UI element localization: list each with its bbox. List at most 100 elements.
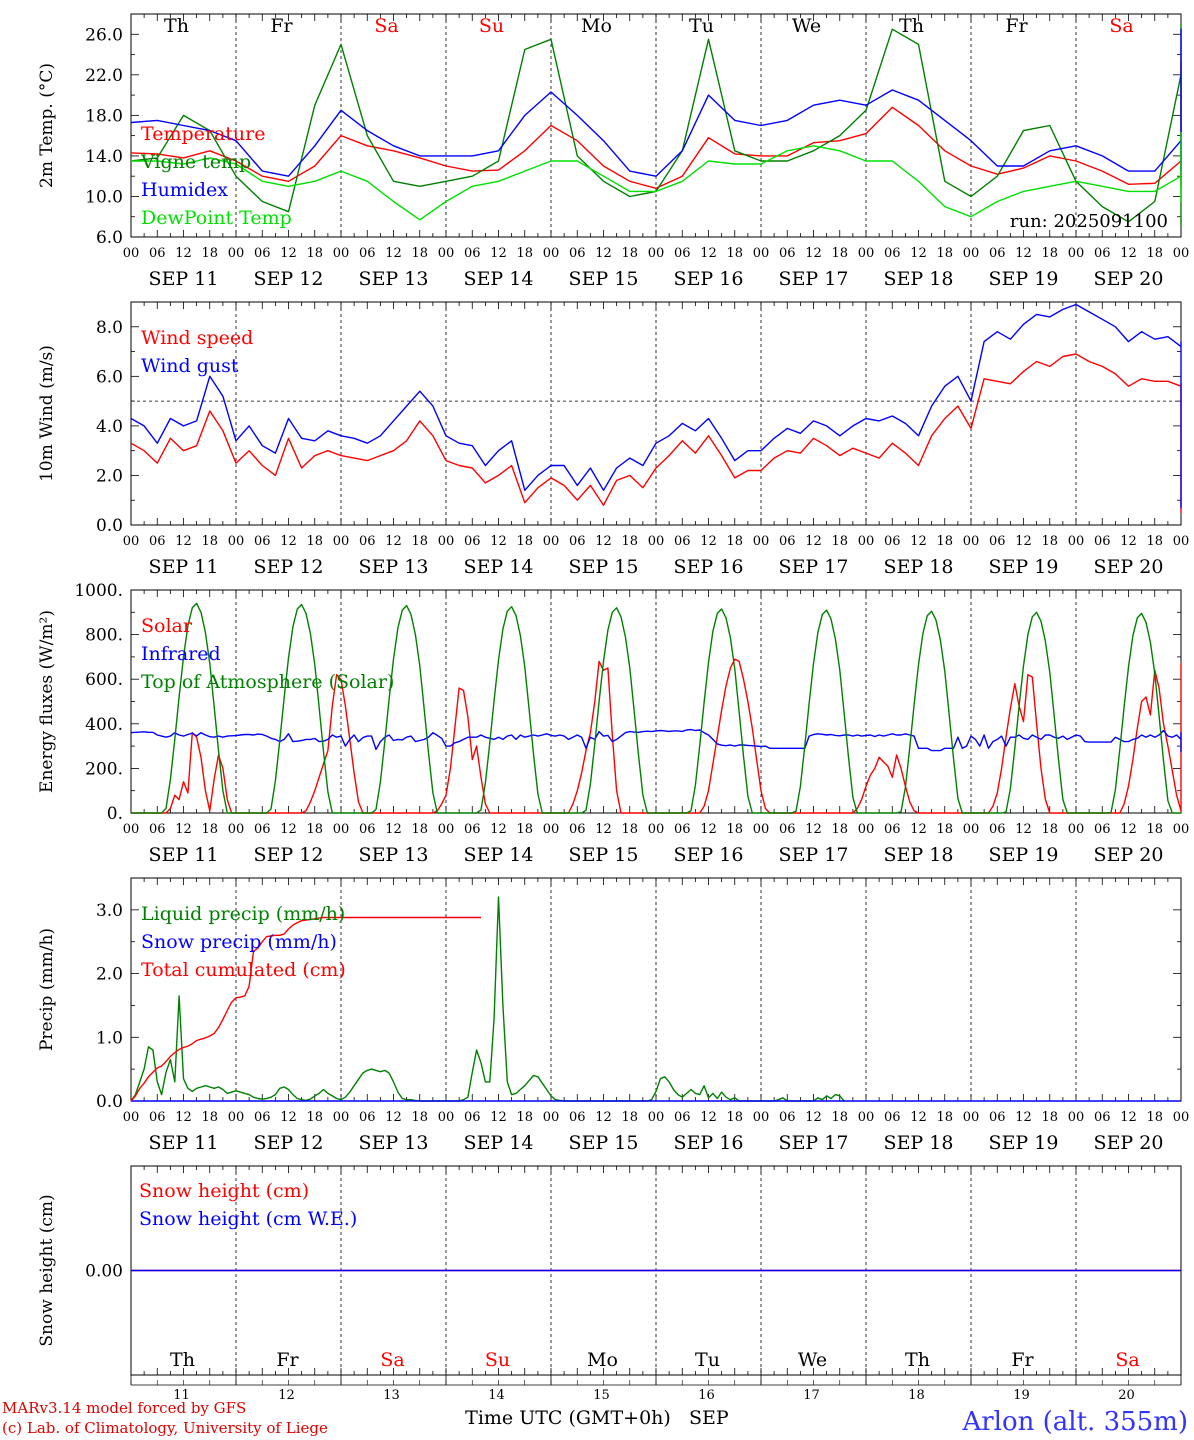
hour-tick-label: 00 [1068, 822, 1085, 837]
legend-solar: Solar [141, 615, 193, 637]
hour-tick-label: 06 [359, 534, 376, 549]
hour-tick-label: 18 [201, 246, 218, 261]
y-tick-label: 2.0 [96, 466, 123, 486]
hour-tick-label: 00 [753, 534, 770, 549]
hour-tick-label: 06 [1094, 246, 1111, 261]
y-tick-label: 1000. [74, 581, 123, 601]
date-label: SEP 18 [884, 268, 954, 290]
panel-5: 0.00 Snow height (cm) Snow height (cm) Snow… [37, 1165, 1182, 1376]
y-tick-label: 22.0 [85, 66, 123, 86]
hour-tick-label: 18 [411, 246, 428, 261]
hour-tick-label: 06 [674, 246, 691, 261]
hour-tick-label: 06 [149, 534, 166, 549]
hour-tick-label: 12 [1120, 534, 1137, 549]
y-tick-label: 1.0 [96, 1028, 123, 1048]
hour-tick-label: 12 [1015, 822, 1032, 837]
hour-tick-label: 00 [648, 822, 665, 837]
hour-tick-label: 00 [228, 822, 245, 837]
hour-tick-label: 18 [726, 822, 743, 837]
hour-tick-label: 18 [516, 246, 533, 261]
date-label: SEP 16 [674, 268, 744, 290]
hour-tick-label: 00 [438, 534, 455, 549]
panel-2: 0.0 2.0 4.0 6.0 8.0 10m Wind (m/s) Wind speed W… [37, 301, 1189, 578]
date-label: SEP 13 [359, 556, 429, 578]
series-total-cumulated-cm [130, 916, 481, 1102]
plot-frame [130, 301, 1182, 526]
weekday-label: Mo [581, 15, 612, 37]
legend-wind-speed: Wind speed [141, 327, 253, 349]
weekday-label: Sa [1109, 15, 1133, 37]
hour-tick-label: 06 [254, 1110, 271, 1125]
legend-snow-precip-mm-h: Snow precip (mm/h) [141, 931, 337, 953]
hour-tick-label: 00 [648, 1110, 665, 1125]
y-tick-label: 6.0 [96, 367, 123, 387]
hour-tick-label: 12 [910, 534, 927, 549]
weekday-label: Su [485, 1349, 510, 1371]
hour-tick-label: 00 [648, 246, 665, 261]
day-number-label: 15 [593, 1388, 610, 1403]
hour-tick-label: 06 [779, 246, 796, 261]
date-label: SEP 13 [359, 1132, 429, 1154]
legend-humidex: Humidex [141, 179, 228, 201]
hour-tick-label: 12 [175, 1110, 192, 1125]
y-tick-label: 600. [85, 670, 123, 690]
date-label: SEP 14 [464, 844, 534, 866]
hour-tick-label: 12 [910, 1110, 927, 1125]
hour-tick-label: 12 [595, 534, 612, 549]
hour-tick-label: 00 [1068, 246, 1085, 261]
hour-tick-label: 06 [884, 1110, 901, 1125]
hour-tick-label: 12 [175, 822, 192, 837]
hour-tick-label: 18 [1146, 246, 1163, 261]
date-label: SEP 16 [674, 844, 744, 866]
hour-tick-label: 18 [621, 246, 638, 261]
hour-tick-label: 00 [963, 1110, 980, 1125]
hour-tick-label: 00 [438, 246, 455, 261]
y-axis-label: Energy fluxes (W/m²) [37, 610, 57, 793]
series-top-of-atmosphere-solar [131, 602, 1181, 814]
legend-top-of-atmosphere-solar: Top of Atmosphere (Solar) [141, 671, 394, 693]
date-label: SEP 15 [569, 556, 639, 578]
hour-tick-label: 06 [1094, 1110, 1111, 1125]
hour-tick-label: 00 [333, 1110, 350, 1125]
hour-tick-label: 00 [228, 1110, 245, 1125]
hour-tick-label: 00 [1068, 534, 1085, 549]
hour-tick-label: 06 [569, 822, 586, 837]
weekday-label: Sa [380, 1349, 404, 1371]
hour-tick-label: 18 [306, 822, 323, 837]
date-label: SEP 11 [149, 556, 219, 578]
y-tick-label: 18.0 [85, 106, 123, 126]
weekday-label: Fr [270, 15, 293, 37]
hour-tick-label: 00 [753, 1110, 770, 1125]
hour-tick-label: 18 [1041, 822, 1058, 837]
hour-tick-label: 12 [1015, 246, 1032, 261]
series-infrared [130, 728, 1182, 753]
hour-tick-label: 06 [464, 822, 481, 837]
day-number-label: 12 [278, 1388, 295, 1403]
hour-tick-label: 12 [280, 534, 297, 549]
hour-tick-label: 00 [543, 822, 560, 837]
y-tick-label: 4.0 [96, 417, 123, 437]
hour-tick-label: 12 [700, 246, 717, 261]
plot-frame [130, 13, 1182, 238]
series-liquid-precip-mm-h [130, 896, 845, 1102]
date-label: SEP 16 [674, 556, 744, 578]
y-tick-label: 0. [107, 804, 123, 824]
hour-tick-label: 00 [858, 534, 875, 549]
hour-tick-label: 06 [569, 1110, 586, 1125]
weekday-label: Th [164, 15, 189, 37]
hour-tick-label: 06 [359, 822, 376, 837]
legend-infrared: Infrared [141, 643, 221, 665]
hour-tick-label: 18 [1146, 1110, 1163, 1125]
hour-tick-label: 06 [989, 1110, 1006, 1125]
hour-tick-label: 18 [201, 1110, 218, 1125]
hour-tick-label: 06 [254, 534, 271, 549]
y-axis-label: 2m Temp. (°C) [37, 63, 57, 188]
hour-tick-label: 06 [674, 1110, 691, 1125]
day-number-label: 18 [908, 1388, 925, 1403]
date-label: SEP 12 [254, 268, 324, 290]
hour-tick-label: 18 [726, 534, 743, 549]
weekday-label: Sa [1115, 1349, 1139, 1371]
hour-tick-label: 00 [123, 534, 140, 549]
hour-tick-label: 12 [805, 1110, 822, 1125]
date-label: SEP 15 [569, 1132, 639, 1154]
